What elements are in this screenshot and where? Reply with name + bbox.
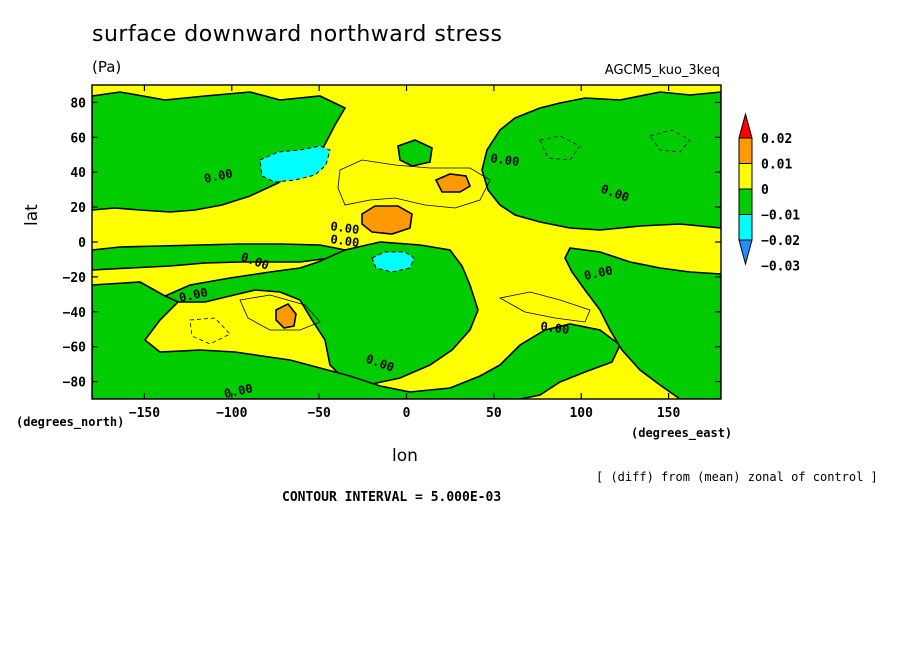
difference-note: [ (diff) from (mean) zonal of control ] <box>596 470 878 484</box>
x-tick-label: −100 <box>216 406 247 421</box>
y-axis-units: (degrees_north) <box>16 415 125 429</box>
cyan-core-equatorial <box>371 251 415 273</box>
y-tick-label: −40 <box>63 306 87 321</box>
negative-region-sh-pacific <box>564 247 721 399</box>
contour-label: 0.00 <box>203 166 234 186</box>
y-tick-label: 20 <box>70 201 86 216</box>
contour-interval: CONTOUR INTERVAL = 5.000E-03 <box>282 490 502 505</box>
colorbar-label: 0 <box>761 183 769 198</box>
contour-label: 0.00 <box>330 232 361 250</box>
x-tick-label: −150 <box>129 406 160 421</box>
x-axis-label: lon <box>392 446 418 466</box>
colorbar-segment <box>738 163 753 190</box>
x-tick-label: 0 <box>403 406 411 421</box>
chart-units: (Pa) <box>92 58 122 76</box>
y-tick-label: −80 <box>63 376 87 391</box>
negative-region-sh-central <box>163 241 479 385</box>
negative-contour-dashed-3 <box>189 317 231 345</box>
colorbar-segment <box>738 137 753 164</box>
x-axis-units: (degrees_east) <box>631 426 733 440</box>
y-axis: −80 −60 −40 −20 0 20 40 60 80 <box>63 96 721 391</box>
colorbar-under-arrow <box>738 239 753 266</box>
contour-label: 0.00 <box>178 285 209 305</box>
positive-contour-sh-east <box>498 291 591 323</box>
x-tick-label: 100 <box>569 406 593 421</box>
colorbar-label: 0.02 <box>761 132 792 147</box>
x-tick-label: −50 <box>307 406 331 421</box>
colorbar-segment <box>738 188 753 215</box>
colorbar-over-arrow <box>738 112 753 139</box>
colorbar-segment <box>738 214 753 241</box>
chart-title: surface downward northward stress <box>92 22 503 47</box>
colorbar-label: −0.03 <box>761 260 800 275</box>
contour-labels: 0.000.000.000.000.000.000.000.000.000.00… <box>178 151 631 401</box>
x-tick-label: 150 <box>657 406 681 421</box>
y-tick-label: 60 <box>70 131 86 146</box>
y-tick-label: −60 <box>63 341 87 356</box>
orange-core-nh <box>434 173 471 193</box>
x-axis: −150 −100 −50 0 50 100 150 <box>129 85 681 421</box>
positive-contour-nh <box>337 159 491 209</box>
model-name: AGCM5_kuo_3keq <box>604 63 720 78</box>
y-tick-label: −20 <box>63 271 87 286</box>
orange-core-equatorial <box>361 205 413 235</box>
colorbar-label: 0.01 <box>761 158 792 173</box>
contour-label: 0.00 <box>583 263 614 283</box>
field-layer <box>92 85 721 399</box>
colorbar-label: −0.02 <box>761 234 800 249</box>
y-tick-label: 80 <box>70 96 86 111</box>
orange-core-sh <box>275 302 297 329</box>
contour-label: 0.00 <box>223 381 254 401</box>
negative-contour-dashed-2 <box>649 129 691 153</box>
y-tick-label: 40 <box>70 166 86 181</box>
positive-contour-sh <box>239 294 321 331</box>
negative-contour-dashed-1 <box>539 135 581 161</box>
negative-region-nh-small <box>397 139 433 167</box>
contour-label: 0.00 <box>490 151 521 169</box>
x-tick-label: 50 <box>486 406 502 421</box>
contour-label: 0.00 <box>540 319 571 337</box>
negative-region-sh-south <box>92 281 622 399</box>
colorbar: 0.02 0.01 0 −0.01 −0.02 −0.03 <box>738 112 800 275</box>
cyan-core-north-atlantic <box>259 145 331 183</box>
contour-label: 0.00 <box>330 219 361 237</box>
negative-region-nh-pacific <box>481 91 721 231</box>
colorbar-label: −0.01 <box>761 209 800 224</box>
y-tick-label: 0 <box>78 236 86 251</box>
